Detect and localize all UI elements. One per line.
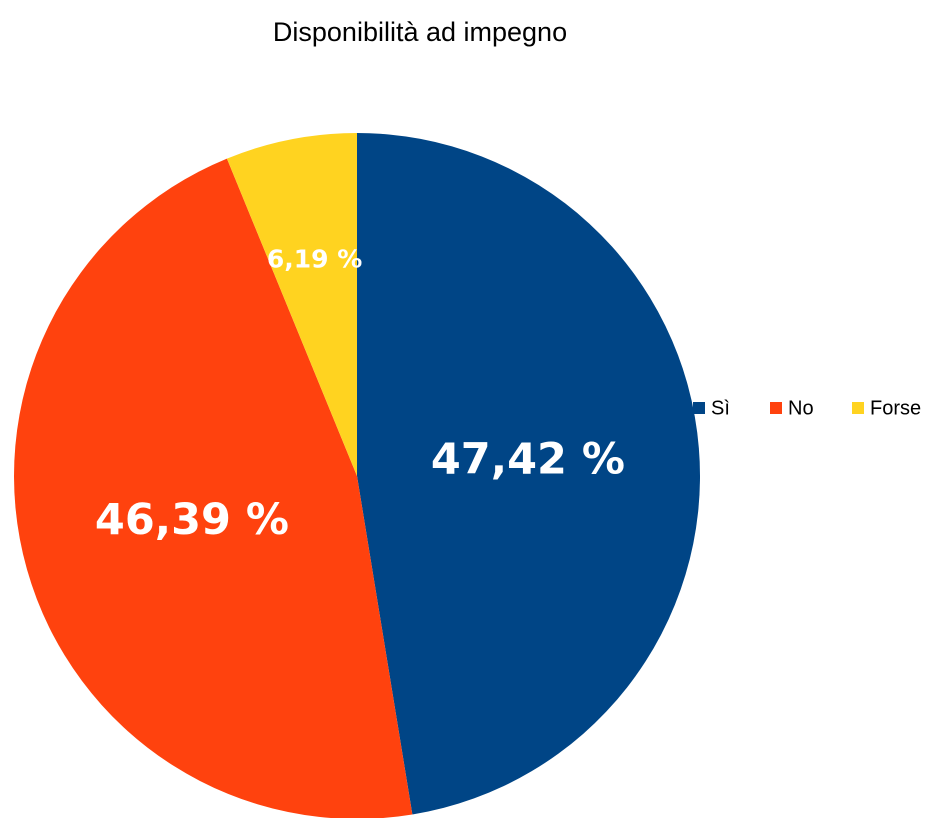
- legend-swatch: [693, 402, 705, 414]
- legend-label: No: [788, 397, 814, 419]
- data-label: 6,19 %: [267, 245, 362, 274]
- pie-slice: [226, 133, 357, 476]
- pie-slice: [14, 158, 413, 818]
- pie-slice: [357, 133, 701, 815]
- chart-title: Disponibilità ad impegno: [273, 17, 567, 47]
- legend-label: Forse: [870, 397, 921, 419]
- legend-swatch: [852, 402, 864, 414]
- data-label: 46,39 %: [95, 495, 289, 545]
- legend-label: Sì: [711, 397, 730, 419]
- data-label: 47,42 %: [431, 435, 625, 485]
- legend-swatch: [770, 402, 782, 414]
